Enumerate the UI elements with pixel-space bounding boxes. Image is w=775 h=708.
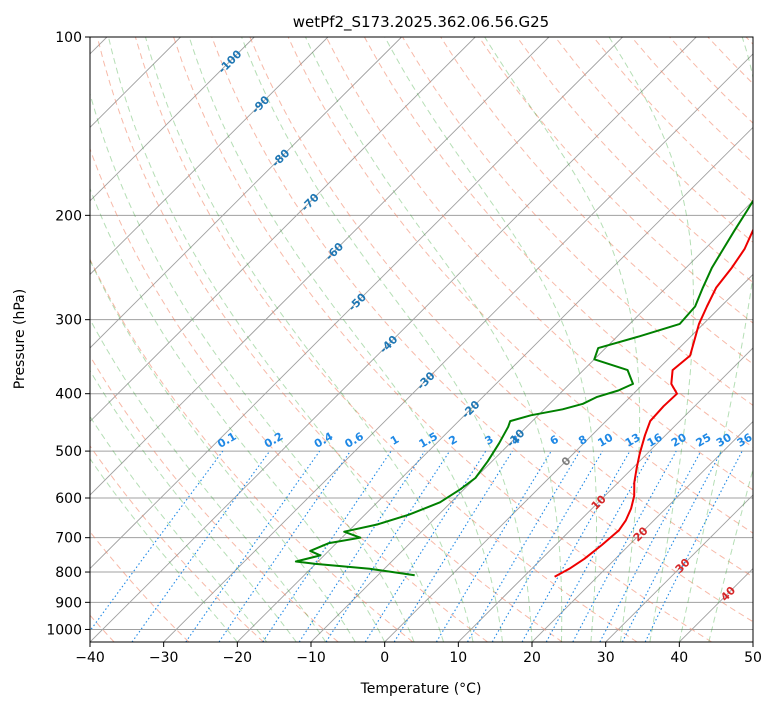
x-tick-label: 10	[449, 650, 467, 666]
chart-title: wetPf2_S173.2025.362.06.56.G25	[293, 13, 549, 32]
moist-adiabat	[678, 37, 753, 642]
mixing-ratio-line	[521, 450, 631, 642]
moist-adiabat	[188, 37, 503, 642]
isotherm-line	[384, 273, 753, 642]
x-tick-label: 20	[523, 650, 541, 666]
plot-area	[90, 37, 753, 642]
isotherm-line	[90, 37, 476, 423]
mixing-ratio-line	[325, 450, 451, 642]
x-tick-label: −10	[296, 650, 326, 666]
dry-adiabat	[516, 37, 753, 284]
y-axis-label: Pressure (hPa)	[12, 289, 28, 389]
mixing-ratio-line	[393, 450, 513, 642]
isotherm-line	[163, 53, 753, 642]
moist-adiabat	[108, 37, 445, 642]
x-tick-label: −40	[75, 650, 105, 666]
dry-adiabat	[134, 37, 638, 642]
mixing-ratio-line	[545, 450, 653, 642]
isotherm-line	[90, 37, 329, 276]
dry-adiabat	[96, 37, 563, 642]
moist-adiabat	[484, 37, 641, 642]
isotherm-line	[90, 37, 697, 642]
mixing-ratio-line	[298, 450, 426, 642]
dry-adiabat	[90, 258, 414, 642]
moist-adiabat	[305, 37, 563, 642]
x-tick-label: −20	[223, 650, 253, 666]
dewpoint-profile	[294, 198, 753, 577]
mixing-ratio-line	[90, 450, 224, 632]
dry-adiabat	[325, 37, 753, 491]
isotherm-line	[605, 494, 753, 642]
moist-adiabat	[90, 92, 415, 642]
y-tick-label: 700	[55, 531, 82, 547]
y-tick-label: 200	[55, 208, 82, 224]
moist-adiabat	[145, 37, 474, 642]
y-tick-label: 100	[55, 30, 82, 46]
moist-adiabat	[608, 37, 695, 642]
moist-adiabat	[708, 467, 753, 642]
dry-adiabat	[287, 37, 753, 534]
moist-adiabat	[241, 37, 533, 642]
y-tick-label: 600	[55, 491, 82, 507]
isotherm-line	[90, 37, 623, 570]
dry-adiabat	[211, 37, 753, 623]
dry-adiabat	[90, 445, 264, 642]
y-tick-label: 300	[55, 313, 82, 329]
y-tick-label: 900	[55, 595, 82, 611]
mixing-ratio-line	[364, 450, 487, 642]
x-tick-label: 40	[670, 650, 688, 666]
mixing-ratio-line	[644, 450, 743, 642]
axis-ticks: −40 −30 −20 −10 0 10 20 30 40 50 100 200 300 400 500 60…	[46, 30, 762, 666]
isotherm-line	[90, 37, 550, 496]
diagram-lines	[90, 37, 753, 642]
isotherm-line	[90, 37, 402, 349]
moist-adiabat	[90, 457, 238, 642]
mixing-ratio-line	[262, 450, 392, 642]
isotherm-line	[458, 347, 753, 642]
x-axis-label: Temperature (°C)	[360, 681, 482, 697]
plot-frame	[89, 36, 754, 643]
isotherm-line	[531, 420, 753, 642]
y-tick-label: 400	[55, 387, 82, 403]
moist-adiabat	[90, 259, 356, 642]
dry-adiabat	[173, 37, 712, 642]
dry-adiabat	[90, 355, 339, 642]
y-tick-label: 500	[55, 444, 82, 460]
isotherm-line	[90, 37, 255, 202]
mixing-ratio-line	[572, 450, 677, 642]
x-tick-label: 50	[744, 650, 762, 666]
moist-adiabat	[90, 415, 268, 642]
temperature-profile	[554, 228, 753, 578]
moist-adiabat	[90, 318, 327, 642]
moist-adiabat	[90, 187, 386, 642]
y-tick-label: 1000	[46, 622, 82, 638]
mixing-ratio-line	[218, 450, 351, 642]
moist-adiabat	[384, 37, 597, 642]
x-tick-label: 30	[597, 650, 615, 666]
x-tick-label: 0	[380, 650, 389, 666]
mixing-ratio-line	[131, 450, 271, 642]
mixing-ratio-line	[185, 450, 321, 642]
moist-adiabat	[90, 369, 297, 642]
x-tick-label: −30	[149, 650, 179, 666]
dry-adiabat	[249, 37, 753, 578]
y-tick-label: 800	[55, 565, 82, 581]
isotherm-line	[752, 641, 753, 642]
